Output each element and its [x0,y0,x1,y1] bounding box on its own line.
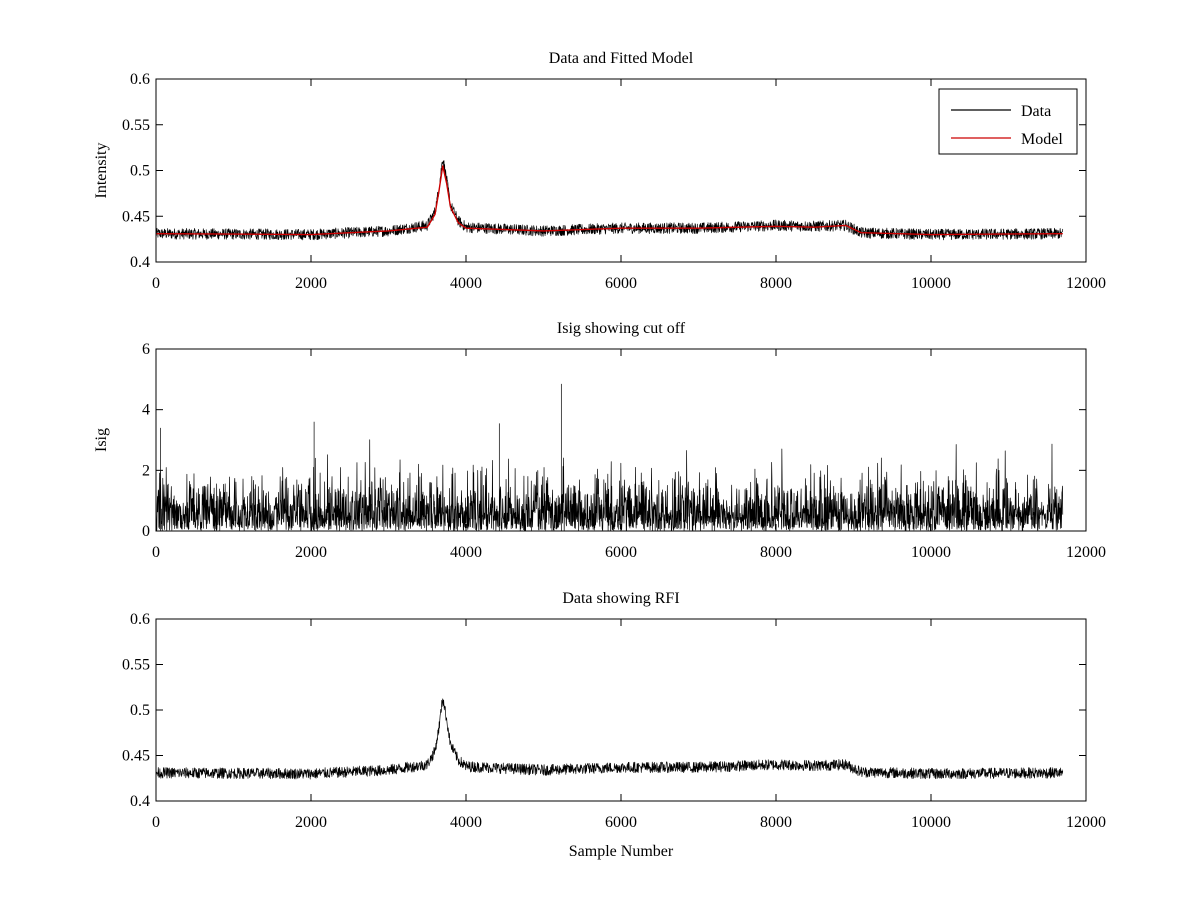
y-tick-label: 0.55 [122,657,150,674]
x-tick-label: 12000 [1066,275,1106,292]
x-tick-label: 0 [152,814,160,831]
y-tick-label: 2 [142,462,150,479]
y-tick-label: 0.5 [130,702,150,719]
series-line-isig-middle [155,383,1064,532]
x-tick-label: 2000 [295,275,327,292]
x-tick-label: 10000 [911,814,951,831]
x-tick-label: 10000 [911,544,951,561]
chart-title-middle: Isig showing cut off [557,320,686,337]
y-axis-label-top: Intensity [93,143,110,199]
x-tick-label: 6000 [605,275,637,292]
y-tick-label: 0.4 [130,793,150,810]
y-tick-label: 0 [142,523,150,540]
x-tick-label: 8000 [760,275,792,292]
x-tick-label: 4000 [450,275,482,292]
y-tick-label: 0.45 [122,208,150,225]
x-tick-label: 6000 [605,544,637,561]
y-tick-label: 0.45 [122,748,150,765]
x-tick-label: 2000 [295,544,327,561]
series-line-model-top [155,165,1063,236]
y-axis-label-middle: Isig [93,428,110,452]
chart-title-bottom: Data showing RFI [562,590,679,607]
y-tick-label: 0.55 [122,117,150,134]
x-tick-label: 0 [152,275,160,292]
x-tick-label: 2000 [295,814,327,831]
x-tick-label: 10000 [911,275,951,292]
x-tick-label: 12000 [1066,814,1106,831]
x-tick-label: 12000 [1066,544,1106,561]
series-line-data-bottom [155,698,1064,780]
y-tick-label: 6 [142,341,150,358]
legend-label-data: Data [1021,103,1051,120]
y-tick-label: 0.5 [130,163,150,180]
chart-title-top: Data and Fitted Model [549,50,694,67]
x-tick-label: 4000 [450,544,482,561]
x-tick-label: 8000 [760,544,792,561]
y-tick-label: 4 [142,402,150,419]
legend-label-model: Model [1021,131,1063,148]
x-tick-label: 4000 [450,814,482,831]
x-tick-label: 0 [152,544,160,561]
x-tick-label: 6000 [605,814,637,831]
y-tick-label: 0.4 [130,254,150,271]
legend-box [938,88,1078,155]
y-tick-label: 0.6 [130,71,150,88]
x-tick-label: 8000 [760,814,792,831]
x-axis-label-bottom: Sample Number [569,843,674,860]
y-tick-label: 0.6 [130,611,150,628]
